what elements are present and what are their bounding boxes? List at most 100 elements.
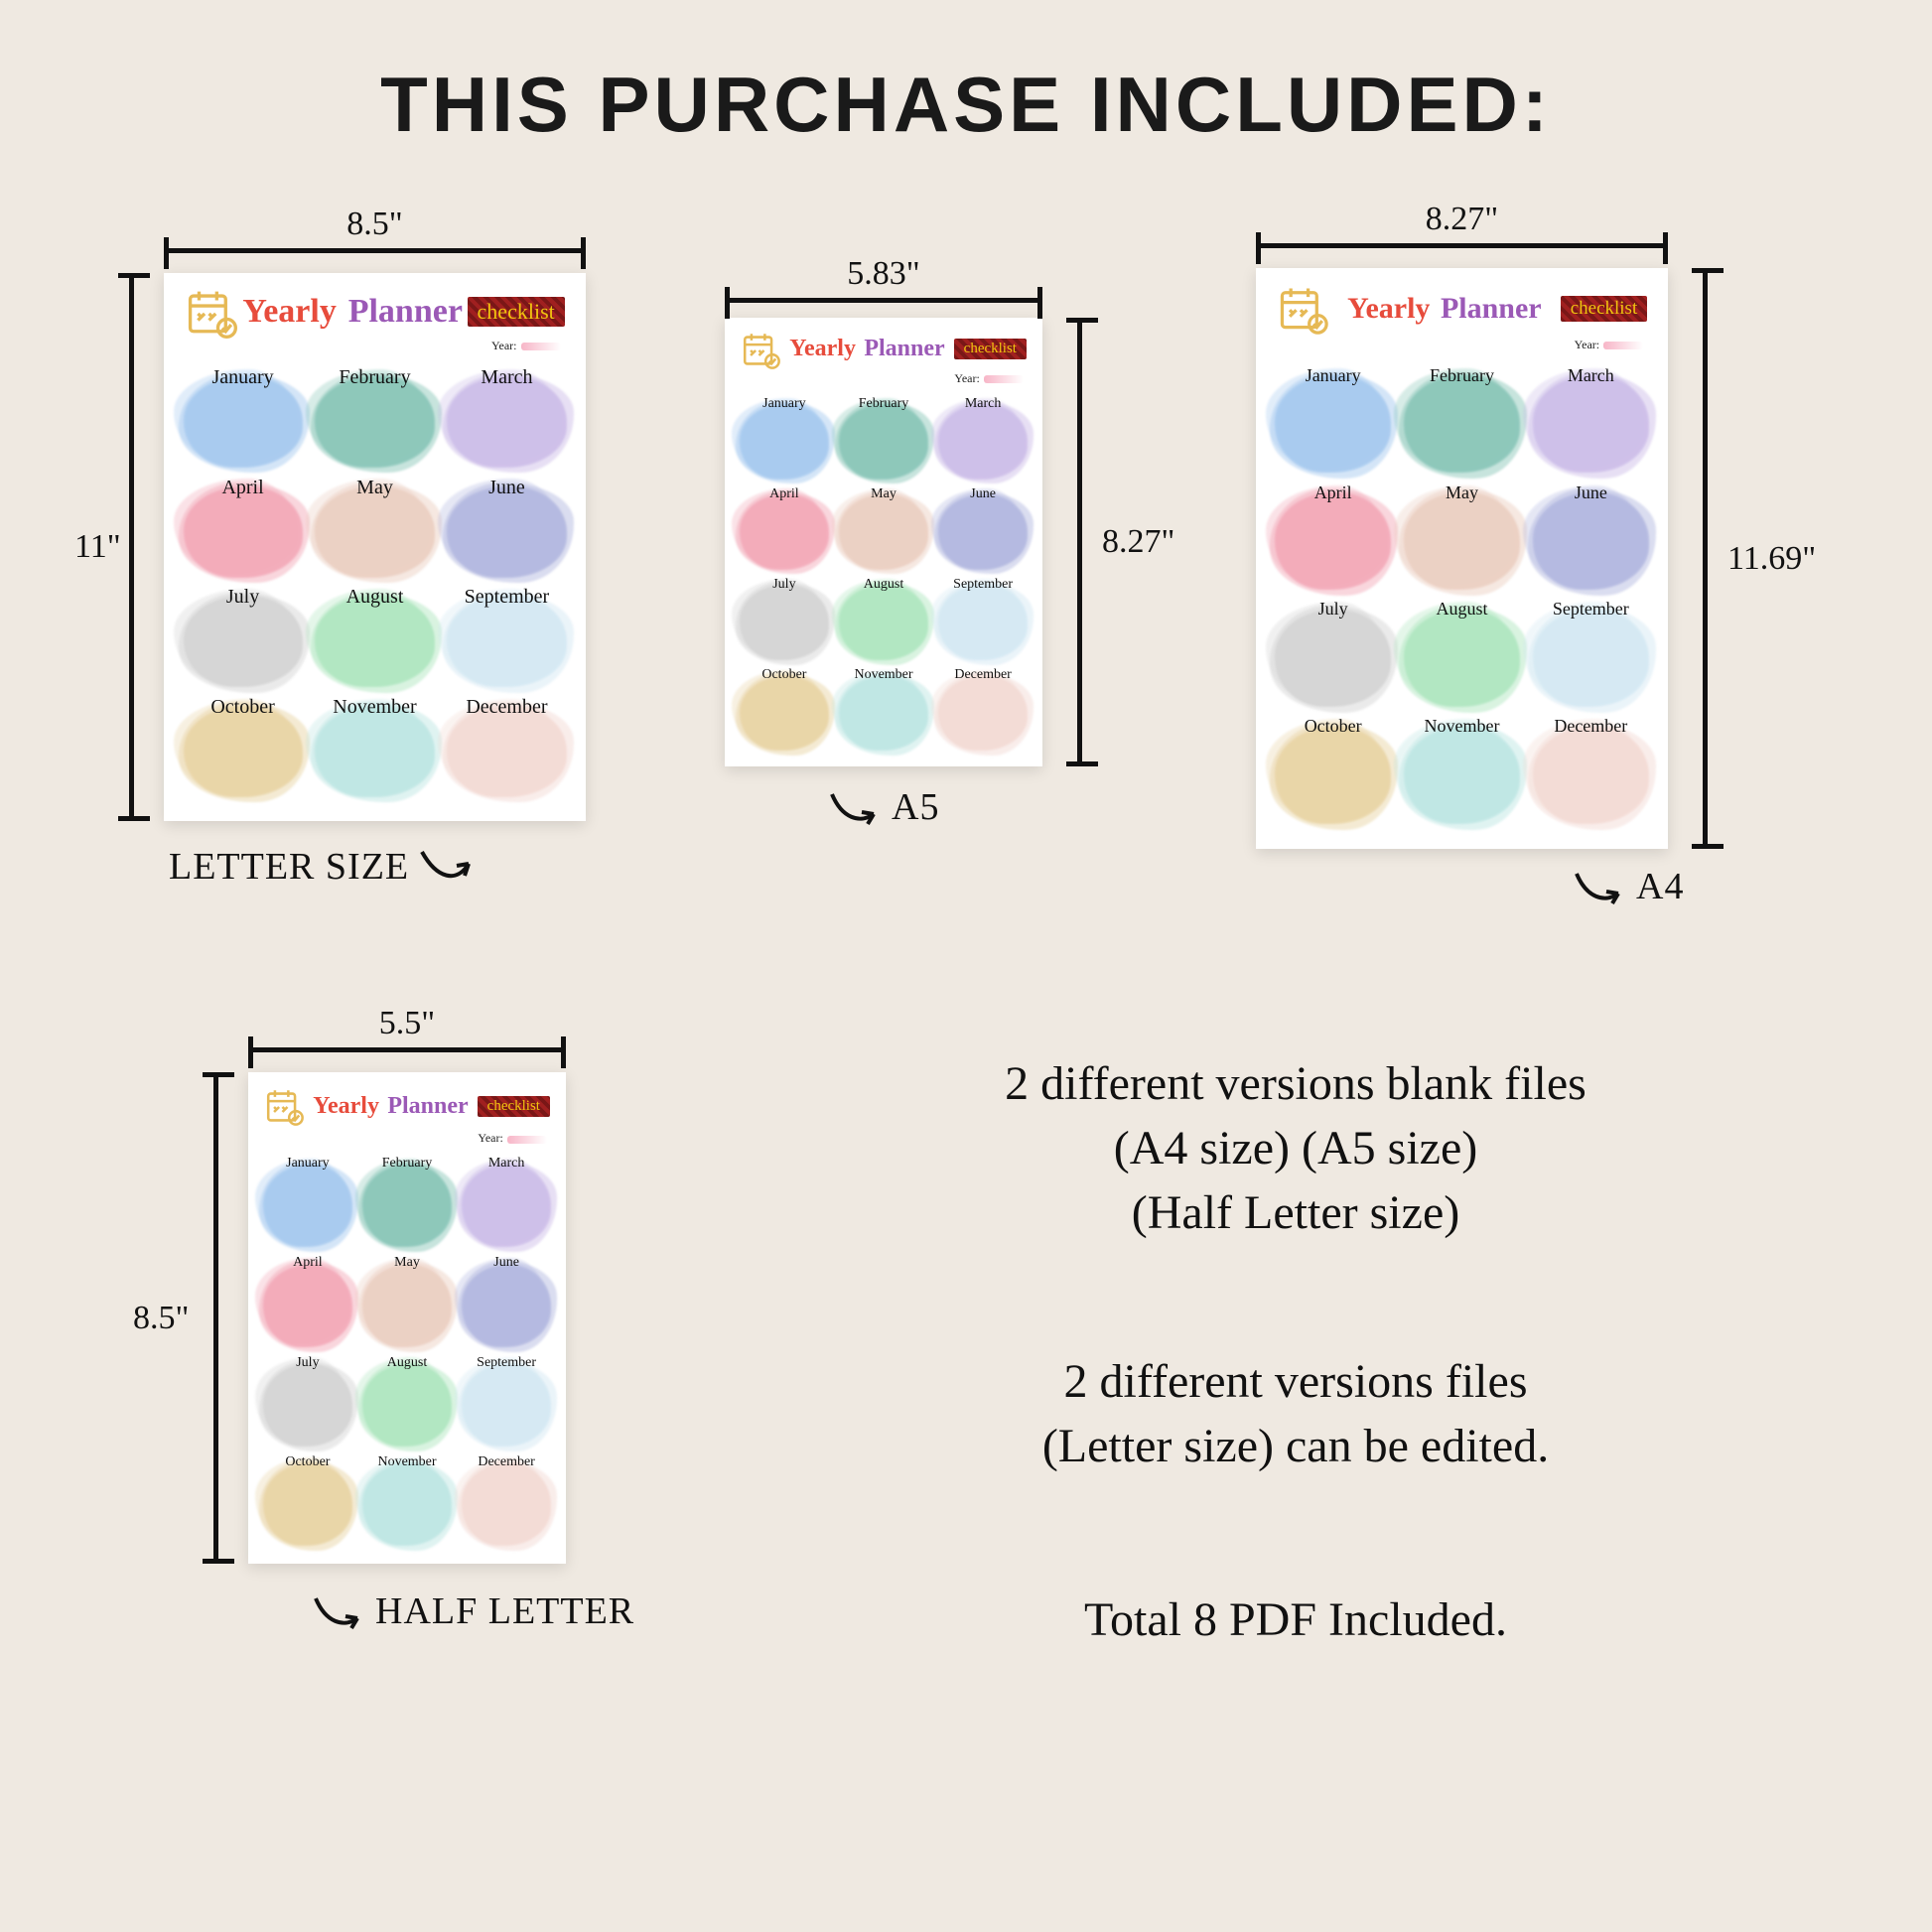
body-copy-block-2: 2 different versions files (Letter size)… (774, 1350, 1817, 1479)
month-blob (1533, 492, 1649, 590)
month-blob (362, 1265, 452, 1347)
month-blob (938, 585, 1028, 660)
annotation-a4: A4 (1569, 864, 1684, 909)
dim-width-a4: 8.27" (1256, 243, 1668, 248)
month-blob (184, 486, 303, 578)
month-label: April (1273, 483, 1394, 503)
planner-title: YearlyPlanner (1347, 292, 1541, 326)
month-label: June (1530, 483, 1651, 503)
month-blob (184, 596, 303, 687)
month-blob (938, 676, 1028, 752)
month-label: November (1401, 716, 1522, 737)
month-label: January (738, 396, 831, 412)
month-blob (184, 376, 303, 468)
copy-line: 2 different versions files (774, 1350, 1817, 1415)
year-label: Year: (164, 339, 586, 353)
month-blob (740, 585, 829, 660)
month-blob (263, 1165, 352, 1247)
dim-width-half: 5.5" (248, 1047, 566, 1052)
month-label: October (738, 667, 831, 683)
calendar-icon (1277, 280, 1328, 338)
month-label: August (837, 577, 930, 593)
month-label: December (936, 667, 1030, 683)
dim-width-a5: 5.83" (725, 298, 1042, 303)
month-label: June (445, 477, 569, 499)
month-blob (362, 1165, 452, 1247)
month-blob (184, 706, 303, 797)
month-label: May (837, 486, 930, 502)
month-label: February (1401, 365, 1522, 386)
month-blob (263, 1364, 352, 1447)
month-label: November (837, 667, 930, 683)
month-label: October (1273, 716, 1394, 737)
month-label: February (837, 396, 930, 412)
month-label: August (360, 1355, 454, 1371)
month-blob (447, 486, 566, 578)
month-blob (315, 596, 434, 687)
preview-a4: YearlyPlanner checklist Year: January Fe… (1256, 268, 1668, 849)
month-blob (362, 1463, 452, 1546)
month-blob (1404, 492, 1520, 590)
month-blob (1275, 727, 1391, 824)
month-label: July (261, 1355, 354, 1371)
calendar-icon (264, 1082, 304, 1132)
preview-a5: YearlyPlanner checklist Year: January Fe… (725, 318, 1042, 766)
checklist-badge: checklist (478, 1096, 550, 1117)
month-label: June (936, 486, 1030, 502)
month-label: March (445, 366, 569, 389)
month-label: June (460, 1255, 553, 1271)
month-label: December (1530, 716, 1651, 737)
month-blob (447, 376, 566, 468)
calendar-icon (185, 286, 238, 339)
month-label: October (261, 1454, 354, 1470)
month-blob (839, 585, 928, 660)
month-label: October (181, 696, 305, 719)
copy-line: 2 different versions blank files (774, 1052, 1817, 1117)
month-label: December (460, 1454, 553, 1470)
page-heading: THIS PURCHASE INCLUDED: (0, 60, 1932, 150)
month-label: May (360, 1255, 454, 1271)
body-copy-block-3: Total 8 PDF Included. (774, 1588, 1817, 1653)
months-grid: January February March April May June Ju… (248, 1146, 566, 1559)
month-blob (1275, 610, 1391, 707)
annotation-half-letter: HALF LETTER (308, 1588, 634, 1634)
month-label: September (460, 1355, 553, 1371)
month-label: September (936, 577, 1030, 593)
month-blob (1533, 375, 1649, 473)
copy-line: (Letter size) can be edited. (774, 1415, 1817, 1479)
month-blob (938, 494, 1028, 570)
month-label: May (1401, 483, 1522, 503)
month-blob (740, 676, 829, 752)
month-label: November (360, 1454, 454, 1470)
month-blob (263, 1265, 352, 1347)
month-label: September (445, 586, 569, 609)
year-label: Year: (248, 1131, 566, 1146)
month-blob (740, 494, 829, 570)
month-blob (1533, 727, 1649, 824)
year-label: Year: (1256, 338, 1668, 352)
month-label: July (181, 586, 305, 609)
month-blob (447, 706, 566, 797)
month-label: November (313, 696, 437, 719)
month-blob (462, 1165, 551, 1247)
month-blob (447, 596, 566, 687)
preview-half-letter: YearlyPlanner checklist Year: January Fe… (248, 1072, 566, 1564)
dim-height-a5: 8.27" (1077, 318, 1082, 766)
month-label: April (181, 477, 305, 499)
month-label: April (261, 1255, 354, 1271)
checklist-badge: checklist (1561, 296, 1648, 322)
copy-line: Total 8 PDF Included. (774, 1588, 1817, 1653)
month-label: March (460, 1156, 553, 1172)
copy-line: (A4 size) (A5 size) (774, 1117, 1817, 1181)
arrow-icon (308, 1588, 367, 1634)
month-blob (1404, 727, 1520, 824)
month-label: May (313, 477, 437, 499)
month-label: July (738, 577, 831, 593)
month-blob (1404, 375, 1520, 473)
body-copy-block-1: 2 different versions blank files (A4 siz… (774, 1052, 1817, 1245)
dim-height-a4: 11.69" (1703, 268, 1708, 849)
copy-line: (Half Letter size) (774, 1181, 1817, 1246)
month-blob (315, 486, 434, 578)
month-label: February (313, 366, 437, 389)
month-blob (462, 1265, 551, 1347)
